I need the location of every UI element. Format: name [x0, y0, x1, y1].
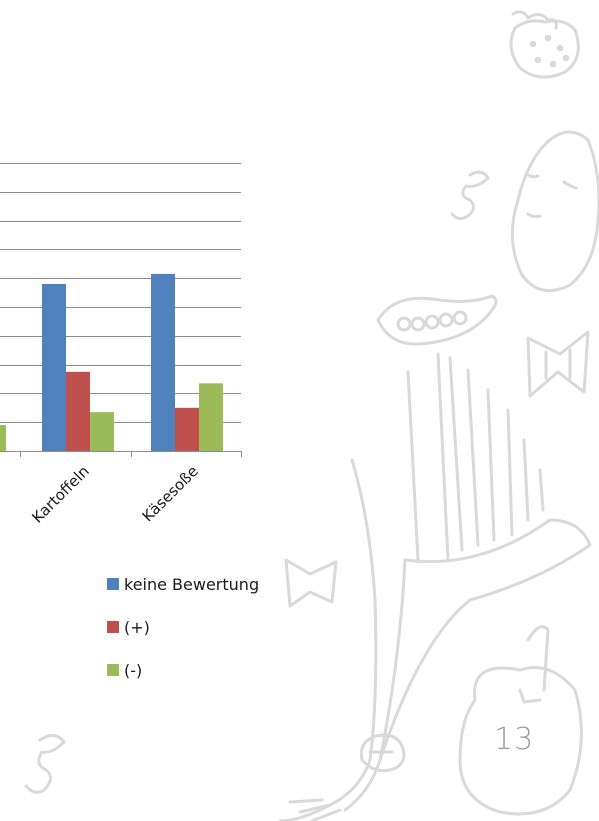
bar — [0, 425, 6, 451]
bar — [151, 273, 175, 451]
page-number: 13 — [494, 722, 535, 757]
bar — [66, 371, 90, 451]
mushroom-icon — [359, 733, 406, 773]
legend-item-keine-bewertung: keine Bewertung — [107, 574, 259, 594]
potato-icon — [510, 130, 599, 293]
x-tick-label: Käsesoße — [139, 462, 202, 525]
bars — [0, 273, 223, 451]
bar — [42, 283, 66, 451]
pasta-spiral-icon — [450, 170, 490, 221]
bowtie-pasta-icon — [284, 558, 338, 608]
category-labels: Kartoffeln Käsesoße — [28, 462, 202, 527]
strawberry-icon — [509, 10, 580, 79]
x-tick-label: Kartoffeln — [28, 462, 93, 527]
legend-swatch — [107, 664, 119, 676]
pea-pod-icon — [376, 294, 498, 346]
bar — [175, 407, 199, 451]
legend-swatch — [107, 621, 119, 633]
pasta-spiral-icon — [24, 734, 66, 794]
legend-item-minus: (-) — [107, 660, 259, 680]
legend: keine Bewertung (+) (-) — [107, 574, 259, 703]
bar — [199, 383, 223, 451]
bowtie-pasta-icon — [526, 330, 590, 398]
bar — [90, 412, 114, 451]
legend-label: keine Bewertung — [124, 574, 260, 594]
x-axis — [0, 451, 242, 457]
bell-pepper-icon — [458, 625, 583, 816]
legend-label: (-) — [124, 660, 143, 680]
legend-swatch — [107, 578, 119, 590]
legend-item-plus: (+) — [107, 617, 259, 637]
legend-label: (+) — [124, 617, 150, 637]
